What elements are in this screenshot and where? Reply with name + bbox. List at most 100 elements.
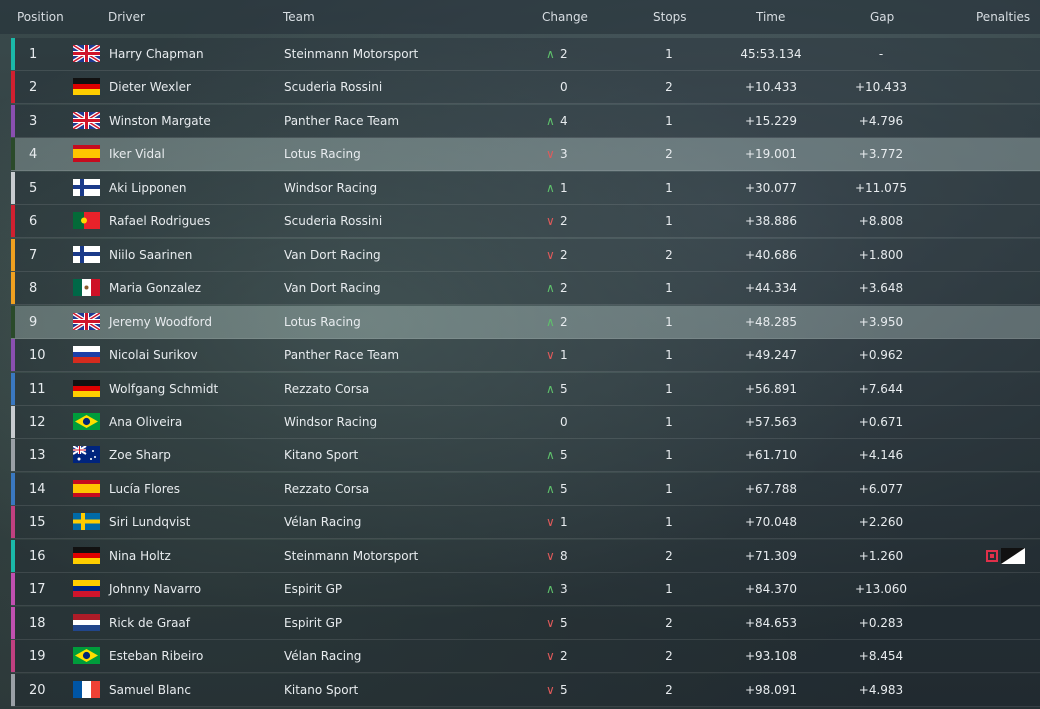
driver-name: Nina Holtz [109, 548, 171, 563]
position-cell: 9 [29, 314, 38, 330]
driver-name: Niilo Saarinen [109, 247, 193, 262]
team-name: Lotus Racing [284, 147, 361, 162]
br-flag-icon [73, 412, 100, 430]
header-driver[interactable]: Driver [108, 10, 145, 24]
position-cell: 18 [29, 615, 46, 631]
table-row[interactable]: 19 Esteban Ribeiro Vélan Racing ∨ 2 2 +93.108 +… [11, 640, 1040, 674]
time-cell: +19.001 [744, 147, 798, 162]
time-cell: +70.048 [744, 515, 798, 530]
table-row[interactable]: 5 Aki Lipponen Windsor Racing ∧ 1 1 +30.077 +11… [11, 171, 1040, 205]
table-row[interactable]: 3 Winston Margate Panther Race Team ∧ 4 1 +15.… [11, 104, 1040, 138]
driver-name: Siri Lundqvist [109, 515, 191, 530]
position-change-value: 2 [560, 47, 568, 61]
position-cell: 2 [29, 80, 38, 96]
gb-flag-icon [73, 111, 100, 129]
team-name: Windsor Racing [284, 414, 378, 429]
gap-cell: +8.454 [858, 649, 904, 664]
stops-cell: 2 [665, 682, 673, 697]
time-cell: +56.891 [744, 381, 798, 396]
table-row[interactable]: 13 Zoe Sharp Kitano Sport ∧ 5 1 +61.710 +4.146 [11, 439, 1040, 473]
team-name: Rezzato Corsa [284, 481, 370, 496]
team-color-bar [11, 573, 15, 606]
position-cell: 16 [29, 548, 46, 564]
team-color-bar [11, 205, 15, 238]
table-row[interactable]: 14 Lucía Flores Rezzato Corsa ∧ 5 1 +67.788 +6.… [11, 472, 1040, 506]
table-row[interactable]: 8 Maria Gonzalez Van Dort Racing ∧ 2 1 +44.334… [11, 272, 1040, 306]
arrow-down-icon: ∨ [546, 515, 555, 530]
time-cell: +61.710 [744, 448, 798, 463]
driver-name: Johnny Navarro [109, 582, 202, 597]
driver-name: Harry Chapman [109, 47, 204, 61]
position-change-value: 5 [560, 448, 568, 463]
gap-cell: +11.075 [854, 180, 908, 195]
table-row[interactable]: 4 Iker Vidal Lotus Racing ∨ 3 2 +19.001 +3.772 [11, 138, 1040, 172]
position-cell: 20 [29, 682, 46, 698]
driver-name: Maria Gonzalez [109, 281, 202, 296]
de-flag-icon [73, 546, 100, 564]
arrow-up-icon: ∧ [546, 281, 555, 296]
arrow-down-icon: ∨ [546, 348, 555, 363]
gb-flag-icon [73, 45, 100, 62]
header-stops[interactable]: Stops [653, 10, 687, 24]
team-color-bar [11, 138, 15, 171]
stops-cell: 2 [665, 80, 673, 95]
time-cell: +10.433 [744, 80, 798, 95]
table-row[interactable]: 11 Wolfgang Schmidt Rezzato Corsa ∧ 5 1 +56.89… [11, 372, 1040, 406]
team-name: Steinmann Motorsport [284, 47, 419, 61]
position-change-value: 2 [560, 214, 568, 229]
arrow-down-icon: ∨ [546, 548, 555, 563]
header-gap[interactable]: Gap [870, 10, 895, 24]
table-row[interactable]: 6 Rafael Rodrigues Scuderia Rossini ∨ 2 1 +38.… [11, 205, 1040, 239]
stops-cell: 1 [665, 180, 673, 195]
table-row[interactable]: 2 Dieter Wexler Scuderia Rossini 0 2 +10.433 +… [11, 71, 1040, 105]
time-cell: +67.788 [744, 481, 798, 496]
time-cell: +98.091 [744, 682, 798, 697]
position-cell: 17 [29, 582, 46, 598]
team-name: Kitano Sport [284, 682, 359, 697]
penalty-flag-icon[interactable] [1001, 547, 1025, 564]
table-row[interactable]: 18 Rick de Graaf Espirit GP ∨ 5 2 +84.653 +0.28… [11, 606, 1040, 640]
header-time[interactable]: Time [756, 10, 786, 24]
table-row[interactable]: 1 Harry Chapman Steinmann Motorsport ∧ 2 1 45:… [11, 38, 1040, 71]
position-change: ∨ 1 [546, 348, 586, 362]
team-color-bar [11, 171, 15, 204]
table-row[interactable]: 7 Niilo Saarinen Van Dort Racing ∨ 2 2 +40.686… [11, 238, 1040, 272]
header-change[interactable]: Change [542, 10, 588, 24]
arrow-up-icon: ∧ [546, 113, 555, 128]
position-cell: 8 [29, 281, 38, 297]
table-row[interactable]: 15 Siri Lundqvist Vélan Racing ∨ 1 1 +70.048 +2… [11, 506, 1040, 540]
fi-flag-icon [73, 245, 100, 263]
table-row[interactable]: 16 Nina Holtz Steinmann Motorsport ∨ 8 2 +71.3… [11, 539, 1040, 573]
ru-flag-icon [73, 346, 100, 364]
position-change: ∨ 5 [546, 616, 586, 630]
header-team[interactable]: Team [283, 10, 315, 24]
driver-name: Aki Lipponen [109, 180, 187, 195]
position-change-value: 1 [560, 180, 568, 195]
gap-cell: +4.796 [858, 113, 904, 128]
arrow-up-icon: ∧ [546, 47, 555, 61]
arrow-down-icon: ∨ [546, 615, 555, 630]
table-row[interactable]: 17 Johnny Navarro Espirit GP ∧ 3 1 +84.370 +13.… [11, 573, 1040, 607]
driver-name: Wolfgang Schmidt [109, 381, 219, 396]
driver-name: Esteban Ribeiro [109, 649, 204, 664]
table-row[interactable]: 10 Nicolai Surikov Panther Race Team ∨ 1 1 +49… [11, 339, 1040, 373]
driver-name: Rafael Rodrigues [109, 214, 211, 229]
gap-cell: +1.260 [858, 548, 904, 563]
position-cell: 6 [29, 214, 38, 230]
table-row[interactable]: 12 Ana Oliveira Windsor Racing 0 1 +57.563 +0.… [11, 405, 1040, 439]
position-cell: 11 [29, 381, 46, 397]
gap-cell: +7.644 [858, 381, 904, 396]
table-row[interactable]: 9 Jeremy Woodford Lotus Racing ∧ 2 1 +48.285 +3… [11, 305, 1040, 339]
position-change: ∧ 1 [546, 181, 586, 195]
table-row[interactable]: 20 Samuel Blanc Kitano Sport ∨ 5 2 +98.091 +4.9… [11, 673, 1040, 707]
stops-cell: 2 [665, 615, 673, 630]
time-cell: +38.886 [744, 214, 798, 229]
header-position[interactable]: Position [17, 10, 64, 24]
stops-cell: 1 [665, 448, 673, 463]
penalty-warning-icon[interactable] [986, 549, 998, 562]
header-penalties[interactable]: Penalties [976, 10, 1031, 24]
driver-name: Iker Vidal [109, 147, 165, 162]
position-change-value: 1 [560, 348, 568, 363]
stops-cell: 1 [665, 113, 673, 128]
position-change-value: 2 [560, 247, 568, 262]
